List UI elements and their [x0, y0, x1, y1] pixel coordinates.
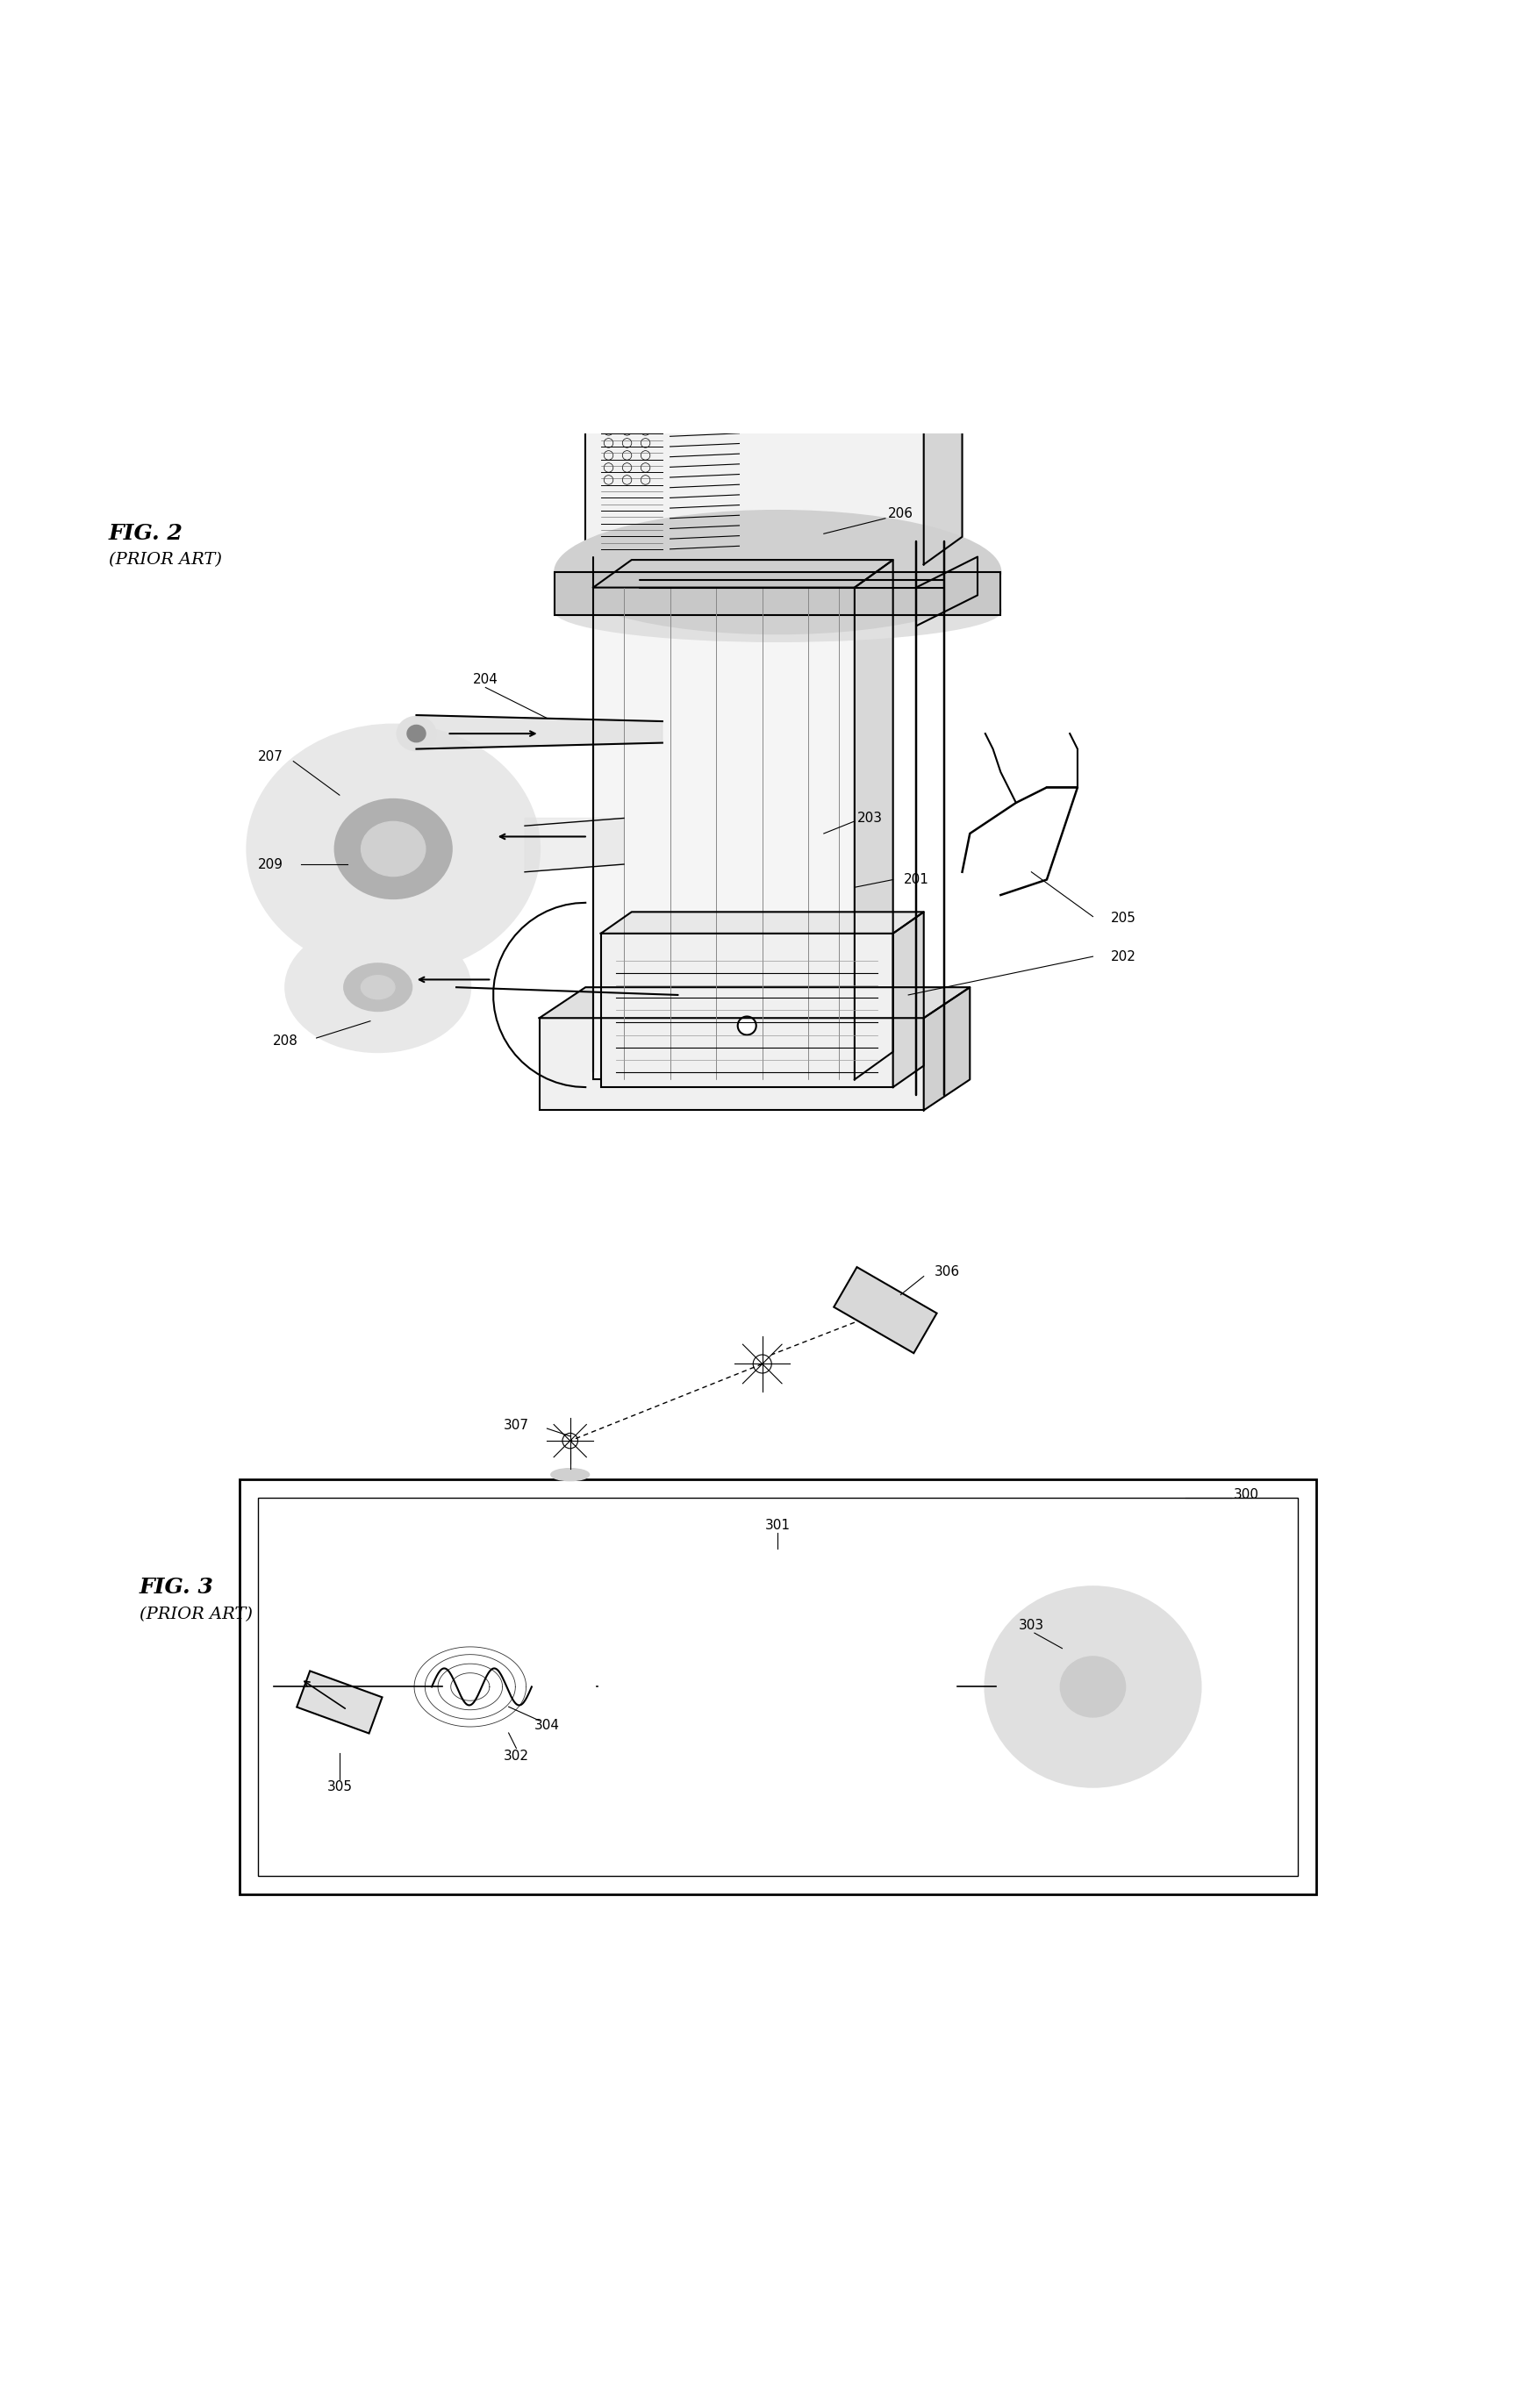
Ellipse shape: [248, 724, 539, 974]
Polygon shape: [855, 560, 893, 1080]
Polygon shape: [585, 351, 962, 380]
Ellipse shape: [334, 798, 451, 899]
Text: 202: 202: [1110, 950, 1137, 962]
Bar: [585, 380, 924, 565]
Text: 204: 204: [473, 673, 499, 685]
Text: FIG. 2: FIG. 2: [109, 524, 183, 544]
Bar: [259, 1498, 1297, 1876]
Polygon shape: [601, 911, 924, 933]
Circle shape: [753, 1354, 772, 1373]
Ellipse shape: [986, 1587, 1201, 1787]
Ellipse shape: [360, 976, 394, 998]
Ellipse shape: [285, 924, 470, 1051]
Polygon shape: [893, 911, 924, 1087]
Text: 203: 203: [858, 810, 882, 825]
Bar: [554, 572, 1001, 616]
Ellipse shape: [362, 823, 425, 875]
Polygon shape: [416, 714, 662, 748]
Text: FIG. 3: FIG. 3: [140, 1575, 214, 1597]
Polygon shape: [924, 351, 962, 565]
Text: 306: 306: [935, 1265, 959, 1279]
Text: 201: 201: [904, 873, 929, 885]
Polygon shape: [593, 560, 893, 587]
Text: 300: 300: [1234, 1489, 1260, 1501]
Bar: [240, 1479, 1315, 1895]
Ellipse shape: [554, 510, 1001, 633]
Ellipse shape: [343, 964, 411, 1010]
Polygon shape: [924, 988, 970, 1111]
Circle shape: [738, 1017, 756, 1034]
Text: (PRIOR ART): (PRIOR ART): [109, 553, 222, 568]
Ellipse shape: [377, 1587, 608, 1787]
Text: 207: 207: [257, 750, 283, 762]
Text: 301: 301: [765, 1520, 790, 1532]
Circle shape: [562, 1433, 578, 1448]
Ellipse shape: [578, 1542, 978, 1833]
Text: 305: 305: [326, 1780, 353, 1794]
Ellipse shape: [551, 1469, 590, 1481]
Text: 303: 303: [1018, 1619, 1044, 1633]
Text: 205: 205: [1110, 911, 1137, 924]
Ellipse shape: [407, 726, 425, 743]
Polygon shape: [833, 1267, 936, 1354]
Bar: [593, 587, 855, 1080]
Text: 209: 209: [257, 859, 283, 871]
Polygon shape: [525, 818, 624, 873]
Bar: [601, 933, 893, 1087]
Text: 302: 302: [504, 1748, 530, 1763]
Ellipse shape: [1061, 1657, 1126, 1717]
FancyBboxPatch shape: [539, 1017, 924, 1111]
Text: (PRIOR ART): (PRIOR ART): [140, 1607, 253, 1623]
Ellipse shape: [397, 717, 436, 750]
Text: 304: 304: [534, 1720, 559, 1732]
Polygon shape: [297, 1671, 382, 1734]
Polygon shape: [539, 988, 970, 1017]
Text: 206: 206: [889, 507, 913, 519]
Text: 208: 208: [273, 1034, 299, 1049]
Ellipse shape: [554, 580, 1001, 642]
Text: 307: 307: [504, 1419, 530, 1431]
